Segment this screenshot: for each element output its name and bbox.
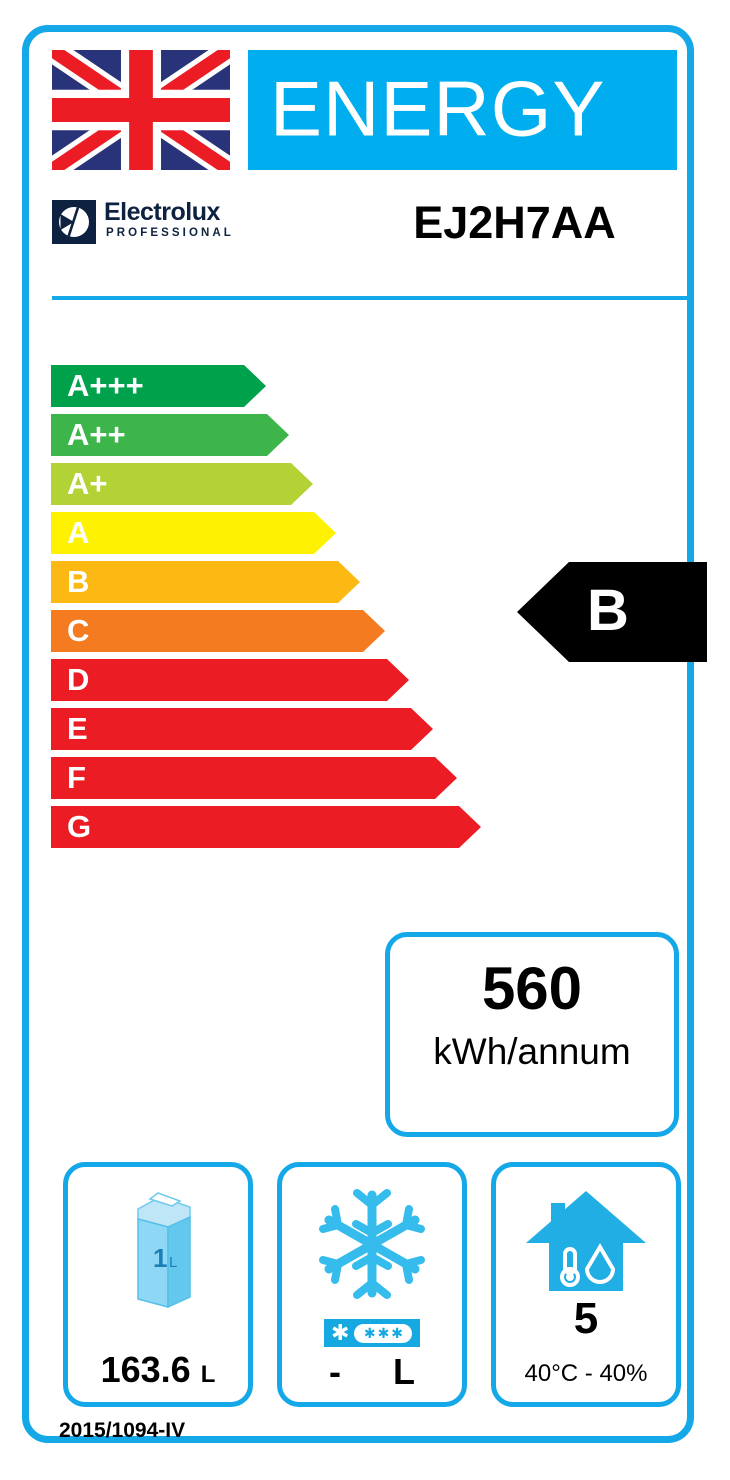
consumption-unit: kWh/annum <box>433 1031 631 1072</box>
class-bar-label: A+ <box>67 465 108 501</box>
class-bar-label: D <box>67 661 90 697</box>
class-bar-label: A <box>67 514 90 550</box>
brand-row: Electrolux PROFESSIONAL EJ2H7AA <box>52 192 677 270</box>
rating-arrow: B <box>517 562 707 662</box>
star-icon: ✱ <box>363 1325 376 1341</box>
freezer-volume-text: - L <box>282 1354 462 1390</box>
header-divider <box>52 296 692 300</box>
class-bar-shape <box>51 757 457 799</box>
fridge-volume-box: 1 L 163.6 L <box>63 1162 253 1407</box>
class-bar-shape <box>51 708 433 750</box>
class-bar-shape <box>51 806 481 848</box>
class-bar-shape <box>51 365 266 407</box>
star-pill: ✱ ✱ ✱ <box>354 1323 413 1343</box>
class-bar-label: B <box>67 563 90 599</box>
class-bar-shape <box>51 512 336 554</box>
rating-class-letter: B <box>587 577 629 643</box>
class-bar-label: A+++ <box>67 367 144 403</box>
class-bar-label: G <box>67 808 92 844</box>
fridge-volume-unit: L <box>200 1361 216 1388</box>
star-icon: ✱ <box>377 1325 390 1341</box>
climate-range-text: 40°C - 40% <box>524 1360 648 1387</box>
freezer-volume-value: - <box>329 1351 341 1392</box>
energy-banner: ENERGY <box>248 50 677 170</box>
class-bar-shape <box>51 561 360 603</box>
class-bar-G: G <box>51 806 481 848</box>
class-bar-Aplusplusplus: A+++ <box>51 365 481 407</box>
climate-class-box: 5 40°C - 40% <box>491 1162 681 1407</box>
star-rating-badge: ✱ ✱ ✱ ✱ <box>324 1319 420 1347</box>
fridge-volume-text: 163.6 L <box>68 1352 248 1388</box>
model-name: EJ2H7AA <box>413 197 616 248</box>
svg-text:1: 1 <box>153 1243 167 1273</box>
united-kingdom-flag-icon <box>52 50 230 170</box>
class-bar-Aplusplus: A++ <box>51 414 481 456</box>
class-bar-B: B <box>51 561 481 603</box>
label-header: ENERGY <box>52 50 677 170</box>
class-bar-shape <box>51 414 289 456</box>
electrolux-professional-logo: Electrolux PROFESSIONAL <box>52 198 248 256</box>
class-bar-label: A++ <box>67 416 126 452</box>
snowflake-icon <box>282 1181 462 1321</box>
milk-carton-icon: 1 L <box>68 1181 248 1321</box>
class-bar-E: E <box>51 708 481 750</box>
class-bar-label: E <box>67 710 88 746</box>
class-bar-C: C <box>51 610 481 652</box>
class-bar-D: D <box>51 659 481 701</box>
freezer-volume-box: ✱ ✱ ✱ ✱ - L <box>277 1162 467 1407</box>
brand-subtitle: PROFESSIONAL <box>106 227 234 239</box>
regulation-reference: 2015/1094-IV <box>59 1419 186 1442</box>
annual-consumption-box: 560 kWh/annum <box>385 932 679 1137</box>
freezer-volume-unit: L <box>393 1351 415 1392</box>
brand-name: Electrolux <box>104 198 220 226</box>
class-bar-shape <box>51 610 385 652</box>
class-bar-F: F <box>51 757 481 799</box>
climate-class-value: 5 <box>573 1294 599 1343</box>
electrolux-logo-mark-icon <box>52 200 96 244</box>
class-bar-A: A <box>51 512 481 554</box>
efficiency-class-scale: A+++ A++ A+ A B C D E F G <box>51 365 481 855</box>
class-bar-label: F <box>67 759 86 795</box>
star-icon: ✱ <box>331 1320 350 1345</box>
class-bar-shape <box>51 659 409 701</box>
consumption-value: 560 <box>481 955 583 1022</box>
star-icon: ✱ <box>391 1325 404 1341</box>
house-climate-icon <box>496 1181 676 1301</box>
energy-label-frame: ENERGY Electrolux PROFESSIONAL EJ2H7AA A… <box>22 25 707 1443</box>
energy-word: ENERGY <box>270 64 606 153</box>
class-bar-label: C <box>67 612 90 648</box>
class-bar-Aplus: A+ <box>51 463 481 505</box>
fridge-volume-value: 163.6 <box>100 1349 191 1390</box>
svg-text:L: L <box>169 1254 177 1271</box>
class-bar-shape <box>51 463 313 505</box>
